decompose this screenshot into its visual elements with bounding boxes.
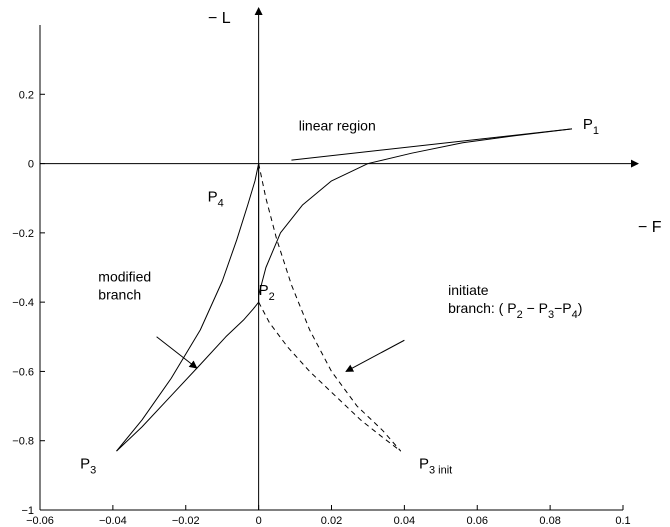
annotation-text-part: −P — [554, 300, 572, 316]
point-label: P3 init — [419, 455, 452, 476]
point-label-main: P — [208, 189, 218, 206]
point-label-subscript: 4 — [218, 198, 224, 210]
point-label-main: P — [583, 116, 593, 133]
point-label: P2 — [259, 282, 275, 303]
annotation-text: initiate — [448, 282, 489, 298]
series-line-5 — [258, 163, 402, 452]
point-label: P4 — [208, 189, 224, 210]
annotation-arrow — [156, 336, 198, 369]
x-tick-label: 0.02 — [321, 515, 342, 527]
point-label-subscript: 3 — [90, 464, 96, 476]
y-tick-label: −0.4 — [12, 297, 34, 309]
series-line-2 — [116, 163, 260, 452]
x-tick-label: 0 — [256, 515, 262, 527]
annotation-text: branch: ( P2 − P3−P4) — [448, 300, 582, 321]
annotation-text-part: branch: ( P — [448, 300, 516, 316]
annotation-text: branch — [98, 286, 141, 302]
y-tick-label: 0 — [28, 159, 34, 171]
point-label: P3 — [80, 455, 96, 476]
point-label-subscript: 2 — [269, 291, 275, 303]
y-axis-title: − L — [208, 10, 231, 27]
series-line-3 — [116, 295, 260, 452]
y-tick-label: −0.8 — [12, 436, 34, 448]
annotation-text: linear region — [299, 118, 376, 134]
y-tick-label: −1 — [21, 505, 34, 517]
x-tick-label: −0.02 — [172, 515, 200, 527]
annotation-text-part: − P — [523, 300, 548, 316]
point-label-main: P — [259, 282, 269, 299]
x-tick-label: −0.04 — [99, 515, 127, 527]
x-tick-label: 0.1 — [615, 515, 630, 527]
y-tick-label: 0.2 — [19, 89, 34, 101]
point-label-subscript: 1 — [593, 125, 599, 137]
x-axis-title: − F — [638, 219, 662, 236]
annotation-text: modified — [98, 268, 151, 284]
annotation-text-part: 2 — [517, 309, 523, 321]
x-tick-label: 0.06 — [467, 515, 488, 527]
y-tick-label: −0.2 — [12, 228, 34, 240]
y-tick-label: −0.6 — [12, 366, 34, 378]
point-label: P1 — [583, 116, 599, 137]
series-line-7 — [291, 128, 573, 161]
annotation-text-part: 4 — [572, 309, 578, 321]
annotation-text-part: ) — [578, 300, 583, 316]
point-label-main: P — [80, 455, 90, 472]
point-label-main: P — [419, 455, 429, 472]
point-label-subscript: 3 init — [429, 464, 452, 476]
annotation-text-part: 3 — [548, 309, 554, 321]
x-tick-label: 0.08 — [539, 515, 560, 527]
series-line-1 — [258, 128, 573, 296]
x-tick-label: 0.04 — [394, 515, 415, 527]
annotation-arrow — [345, 339, 405, 372]
x-tick-label: −0.06 — [26, 515, 54, 527]
series-line-6 — [258, 301, 402, 452]
